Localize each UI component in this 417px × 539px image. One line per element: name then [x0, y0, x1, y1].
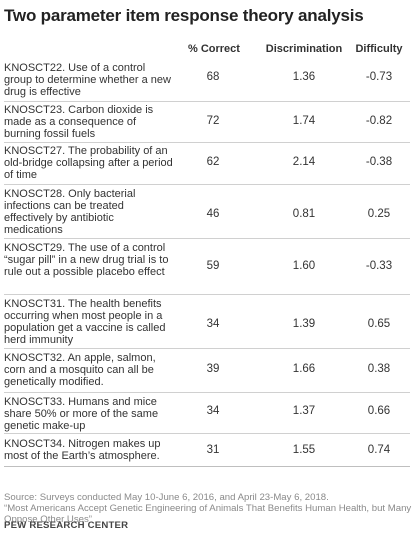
question-text: KNOSCT31. The health benefits occurring …: [4, 298, 166, 346]
discrimination-value: 1.55: [292, 444, 316, 456]
source-note: Source: Surveys conducted May 10-June 6,…: [4, 492, 414, 525]
discrimination-value: 1.60: [292, 260, 316, 272]
difficulty-value: -0.73: [365, 71, 393, 83]
column-header-difficulty: Difficulty: [355, 43, 403, 55]
brand-logo-text: PEW RESEARCH CENTER: [4, 520, 129, 531]
correct-value: 39: [206, 363, 220, 375]
correct-value: 62: [206, 156, 220, 168]
table-row: KNOSCT22. Use of a control group to dete…: [4, 60, 410, 102]
discrimination-value: 1.74: [292, 115, 316, 127]
discrimination-value: 1.39: [292, 318, 316, 330]
question-text: KNOSCT23. Carbon dioxide is made as a co…: [4, 104, 154, 140]
difficulty-value: -0.38: [365, 156, 393, 168]
difficulty-value: 0.66: [367, 405, 391, 417]
question-text: KNOSCT28. Only bacterial infections can …: [4, 188, 136, 236]
correct-value: 34: [206, 318, 220, 330]
source-text: Source: Surveys conducted May 10-June 6,…: [4, 492, 329, 503]
correct-value: 72: [206, 115, 220, 127]
table-row: KNOSCT23. Carbon dioxide is made as a co…: [4, 102, 410, 143]
table-row: KNOSCT27. The probability of an old-brid…: [4, 143, 410, 185]
difficulty-value: 0.65: [367, 318, 391, 330]
question-text: KNOSCT33. Humans and mice share 50% or m…: [4, 396, 159, 432]
difficulty-value: 0.74: [367, 444, 391, 456]
correct-value: 46: [206, 208, 220, 220]
table-row: KNOSCT34. Nitrogen makes up most of the …: [4, 434, 410, 467]
difficulty-value: -0.33: [365, 260, 393, 272]
question-text: KNOSCT34. Nitrogen makes up most of the …: [4, 438, 161, 462]
discrimination-value: 1.66: [292, 363, 316, 375]
column-header-discrimination: Discrimination: [265, 43, 343, 55]
correct-value: 59: [206, 260, 220, 272]
citation-text: “Most Americans Accept Genetic Engineeri…: [4, 503, 412, 525]
table-header: % Correct Discrimination Difficulty: [4, 40, 410, 60]
difficulty-value: 0.25: [367, 208, 391, 220]
correct-value: 68: [206, 71, 220, 83]
question-text: KNOSCT22. Use of a control group to dete…: [4, 62, 171, 98]
discrimination-value: 1.36: [292, 71, 316, 83]
column-header-correct: % Correct: [188, 43, 240, 55]
difficulty-value: -0.82: [365, 115, 393, 127]
discrimination-value: 0.81: [292, 208, 316, 220]
correct-value: 31: [206, 444, 220, 456]
table-row: KNOSCT33. Humans and mice share 50% or m…: [4, 393, 410, 434]
correct-value: 34: [206, 405, 220, 417]
table-row: KNOSCT32. An apple, salmon, corn and a m…: [4, 349, 410, 393]
irt-table: % Correct Discrimination Difficulty KNOS…: [4, 40, 410, 467]
discrimination-value: 2.14: [292, 156, 316, 168]
table-row: KNOSCT31. The health benefits occurring …: [4, 295, 410, 349]
table-row: KNOSCT29. The use of a control “sugar pi…: [4, 239, 410, 295]
difficulty-value: 0.38: [367, 363, 391, 375]
question-text: KNOSCT32. An apple, salmon, corn and a m…: [4, 352, 156, 388]
discrimination-value: 1.37: [292, 405, 316, 417]
question-text: KNOSCT29. The use of a control “sugar pi…: [4, 242, 169, 278]
table-row: KNOSCT28. Only bacterial infections can …: [4, 185, 410, 239]
question-text: KNOSCT27. The probability of an old-brid…: [4, 145, 173, 181]
page-title: Two parameter item response theory analy…: [4, 6, 364, 25]
